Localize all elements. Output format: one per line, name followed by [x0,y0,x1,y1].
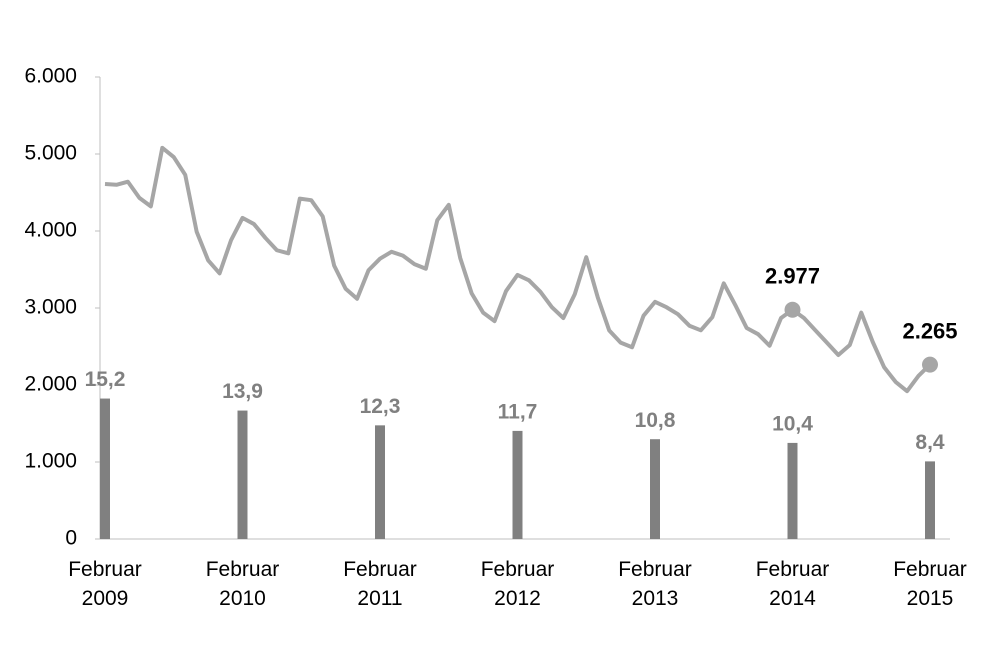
y-tick-label: 0 [65,527,77,550]
bar-value-label: 15,2 [85,368,126,391]
bar [787,442,798,539]
x-tick-label: Februar 2010 [205,558,280,610]
bar [100,398,110,539]
x-tick-label: Februar 2009 [68,558,142,610]
bar [925,461,935,539]
bar-value-label: 10,8 [635,409,676,432]
y-tick-label: 1.000 [24,450,77,473]
x-tick-label: Februar 2011 [343,558,417,610]
bar [512,430,523,539]
bar-value-label: 11,7 [498,400,538,423]
bar [237,410,248,539]
bar-value-label: 8,4 [915,431,945,454]
y-tick-label: 4.000 [24,219,77,242]
point-value-label: 2.977 [765,264,820,289]
y-tick-label: 5.000 [24,142,77,165]
x-tick-label: Februar 2013 [618,558,692,610]
bar-value-label: 10,4 [772,412,813,435]
x-tick-label: Februar 2014 [755,558,830,610]
bar-value-label: 12,3 [360,395,401,418]
bar [375,425,385,539]
bar-value-label: 13,9 [222,380,263,403]
point-marker [922,356,938,373]
y-tick-label: 2.000 [24,373,77,396]
bar [650,439,660,539]
x-tick-label: Februar 2015 [893,558,967,610]
point-marker [784,301,801,318]
point-value-label: 2.265 [902,318,957,343]
x-tick-label: Februar 2012 [480,558,555,610]
y-tick-label: 6.000 [24,65,77,88]
y-tick-label: 3.000 [24,296,77,319]
